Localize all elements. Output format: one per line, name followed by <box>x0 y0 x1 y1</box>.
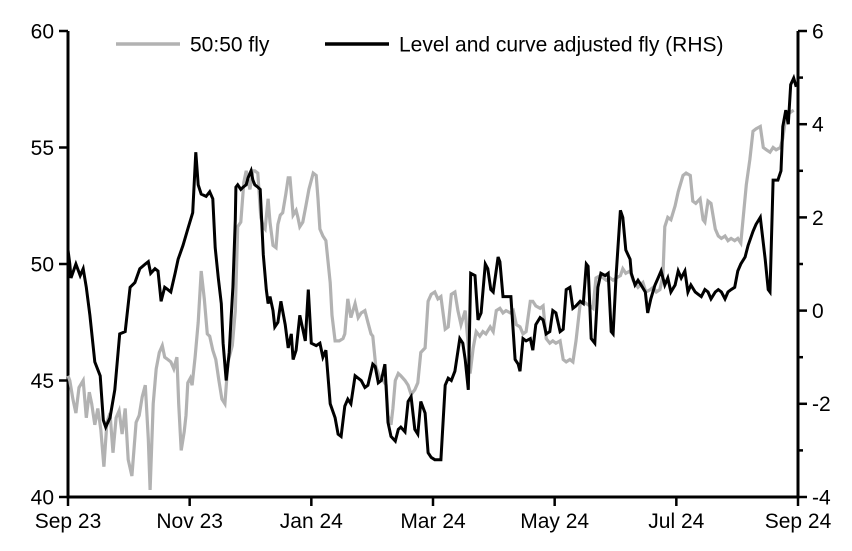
x-axis-tick-label: Nov 23 <box>156 510 223 533</box>
x-axis-tick-label: Jul 24 <box>648 510 704 533</box>
legend-label-adjusted-fly: Level and curve adjusted fly (RHS) <box>399 33 724 56</box>
x-axis-tick-label: Sep 23 <box>35 510 102 533</box>
series-line-5050-fly <box>66 108 795 491</box>
right-axis-tick-label: 0 <box>812 300 824 323</box>
right-axis-tick-label: 2 <box>812 207 824 230</box>
left-axis-tick-label: 40 <box>31 486 54 509</box>
axis-ticks <box>59 29 807 506</box>
right-axis-tick-label: -2 <box>812 393 831 416</box>
left-axis-tick-label: 60 <box>31 20 54 43</box>
left-axis-tick-label: 55 <box>31 137 54 160</box>
right-axis-tick-label: -4 <box>812 486 831 509</box>
series-line-adjusted-fly <box>66 73 798 462</box>
x-axis-tick-label: May 24 <box>520 510 589 533</box>
right-axis-tick-label: 4 <box>812 114 824 137</box>
x-axis-tick-label: Sep 24 <box>765 510 832 533</box>
data-series <box>66 73 798 491</box>
right-axis-tick-label: 6 <box>812 20 824 43</box>
legend-label-5050-fly: 50:50 fly <box>190 33 270 56</box>
legend: 50:50 fly Level and curve adjusted fly (… <box>116 33 724 56</box>
x-axis-tick-label: Mar 24 <box>400 510 466 533</box>
x-axis-tick-label: Jan 24 <box>280 510 343 533</box>
left-axis-tick-label: 45 <box>31 370 54 393</box>
axis-tick-labels: 60 55 50 45 40 6 4 2 0 -2 -4 Sep 23 Nov 23 Jan 24 Mar … <box>31 20 832 533</box>
left-axis-tick-label: 50 <box>31 253 54 276</box>
